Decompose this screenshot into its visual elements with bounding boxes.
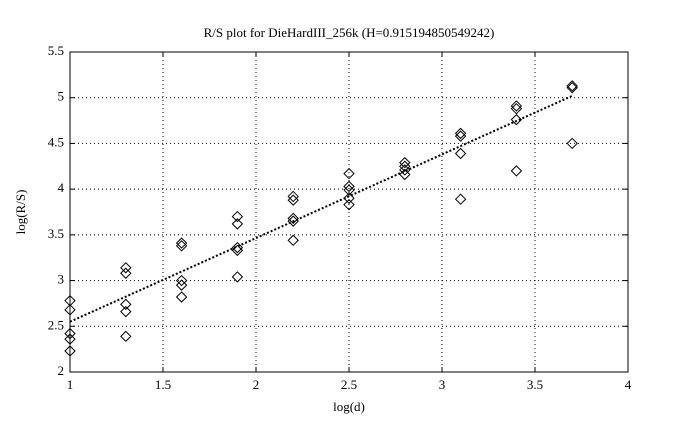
data-point	[343, 180, 355, 193]
y-tick-label: 3	[58, 272, 65, 287]
x-tick-label: 1.5	[155, 377, 171, 392]
data-point	[510, 102, 523, 115]
data-point	[64, 304, 76, 316]
data-point	[64, 333, 76, 345]
data-point	[175, 237, 188, 249]
data-point	[343, 184, 355, 196]
data-point	[287, 212, 299, 225]
data-point	[175, 274, 188, 287]
data-point	[343, 167, 355, 180]
data-point	[64, 294, 76, 307]
x-axis-label: log(d)	[333, 399, 365, 414]
data-point	[399, 160, 411, 172]
data-point	[399, 168, 411, 181]
data-point	[120, 267, 132, 279]
data-point	[343, 198, 355, 211]
data-point	[454, 147, 467, 160]
y-tick-label: 4.5	[48, 134, 64, 149]
data-point	[287, 194, 299, 206]
data-point	[566, 81, 578, 94]
y-tick-label: 2.5	[48, 317, 64, 332]
x-tick-label: 3	[439, 377, 446, 392]
data-point	[454, 127, 467, 140]
data-point	[175, 279, 188, 291]
data-point	[510, 165, 523, 177]
data-point	[120, 298, 132, 311]
data-point	[399, 156, 411, 169]
data-point	[287, 234, 299, 247]
data-point	[287, 190, 299, 203]
data-point	[120, 262, 132, 274]
chart-title: R/S plot for DieHardIII_256k (H=0.915194…	[204, 25, 495, 40]
data-point	[454, 193, 467, 205]
data-point	[399, 164, 411, 176]
y-tick-label: 2	[58, 363, 65, 378]
x-tick-label: 1	[67, 377, 74, 392]
data-point	[510, 113, 523, 126]
data-point	[566, 80, 578, 92]
y-axis-label: log(R/S)	[13, 190, 28, 235]
data-point	[64, 345, 76, 357]
data-point	[120, 330, 132, 343]
y-tick-label: 3.5	[48, 226, 64, 241]
data-point	[231, 218, 244, 230]
data-point	[64, 327, 76, 340]
x-tick-label: 2.5	[341, 377, 357, 392]
x-tick-label: 2	[253, 377, 260, 392]
x-tick-label: 4	[625, 377, 632, 392]
data-point	[454, 130, 467, 142]
data-point	[231, 241, 244, 254]
data-point	[231, 210, 244, 223]
data-point	[231, 271, 244, 283]
y-tick-label: 5	[58, 89, 65, 104]
data-point	[566, 137, 578, 150]
data-point	[175, 240, 188, 252]
data-point	[120, 305, 132, 318]
data-point	[175, 291, 188, 303]
y-tick-label: 5.5	[48, 43, 64, 58]
y-tick-label: 4	[58, 180, 65, 195]
data-point	[343, 192, 355, 204]
data-point	[510, 100, 523, 112]
data-point	[231, 244, 244, 257]
x-tick-label: 3.5	[527, 377, 543, 392]
plot-frame	[69, 51, 629, 373]
